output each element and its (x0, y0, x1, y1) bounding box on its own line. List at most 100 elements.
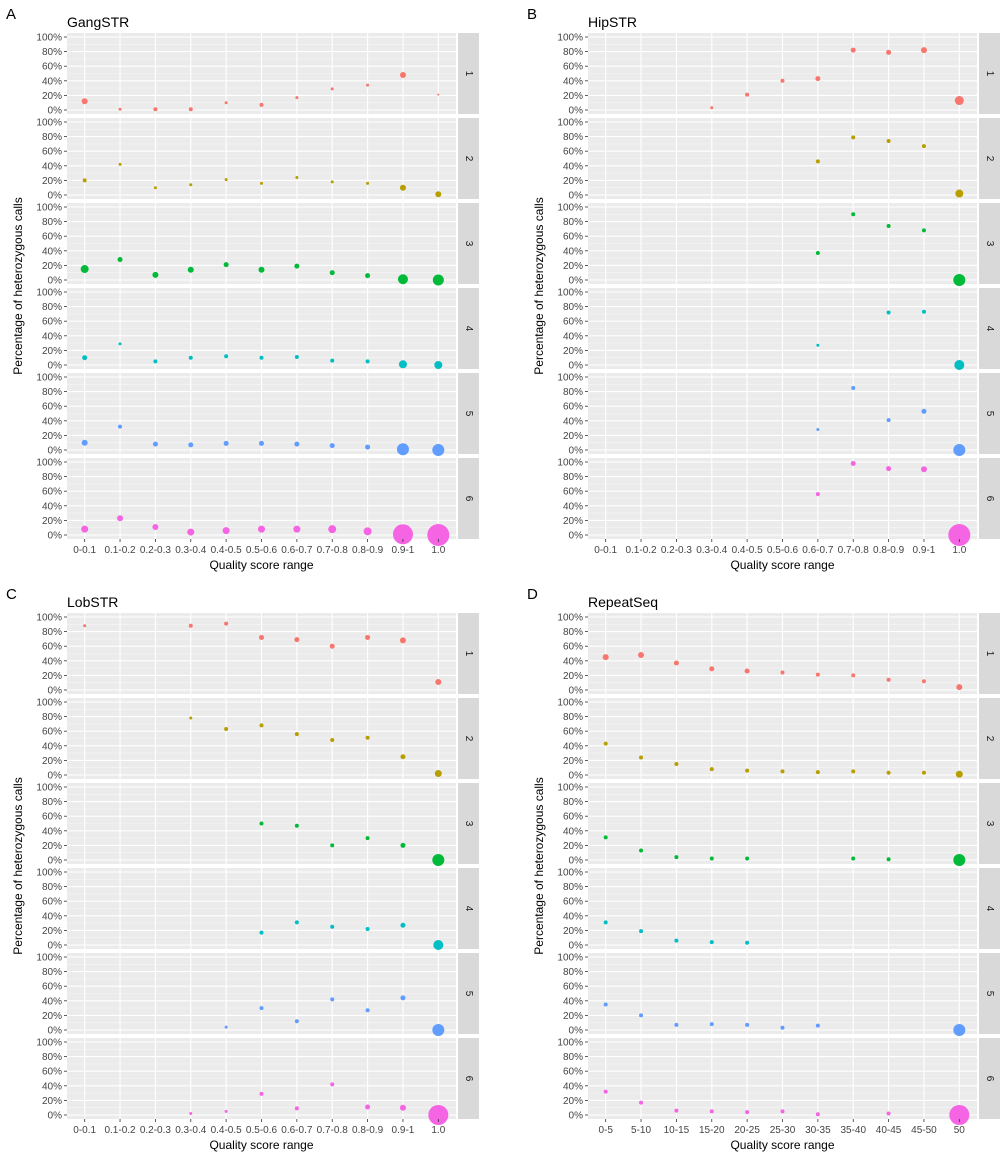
data-point (117, 515, 124, 522)
data-point (294, 1106, 299, 1111)
facet-6: 0% 20% 40% 60% 80% 100% 6 (557, 1038, 1000, 1125)
x-tick-label: 0.6-0.7 (802, 545, 834, 556)
data-point (816, 343, 820, 347)
y-tick-label: 0% (569, 361, 584, 372)
data-point (223, 440, 229, 446)
y-tick-label: 60% (563, 147, 583, 158)
data-point (437, 93, 440, 96)
data-point (850, 460, 856, 466)
data-point (188, 442, 194, 448)
data-point (435, 191, 442, 198)
y-tick-label: 40% (563, 161, 583, 172)
data-point (259, 930, 264, 935)
facet-2: 0% 20% 40% 60% 80% 100% 2 (36, 118, 479, 202)
data-point (745, 1022, 750, 1027)
data-point (948, 524, 971, 546)
x-tick-label: 0.2-0.3 (661, 545, 693, 556)
data-point (224, 727, 229, 732)
x-tick-label: 0-0.1 (73, 545, 96, 556)
data-point (258, 266, 265, 273)
data-point (851, 856, 856, 861)
y-tick-label: 80% (42, 387, 62, 398)
y-tick-label: 20% (42, 756, 62, 767)
facet-1: 0% 20% 40% 60% 80% 100% 1 (36, 613, 479, 697)
facet-2: 0% 20% 40% 60% 80% 100% 2 (557, 118, 1000, 202)
x-tick-label: 0.9-1 (392, 1125, 415, 1136)
y-tick-label: 40% (563, 996, 583, 1007)
x-tick-label: 0.5-0.6 (246, 545, 278, 556)
data-point (780, 670, 785, 675)
data-point (259, 355, 264, 360)
chart-panel-a: A GangSTR0%20%40%60%80%100%10%20%40%60%80… (6, 6, 479, 572)
data-point (363, 527, 372, 536)
data-point (259, 1006, 264, 1011)
y-axis-title: Percentage of heterozygous calls (532, 197, 546, 374)
y-tick-label: 40% (42, 656, 62, 667)
y-tick-label: 80% (42, 797, 62, 808)
x-tick-label: 1.0 (952, 545, 966, 556)
data-point (83, 624, 87, 628)
y-tick-label: 40% (42, 501, 62, 512)
data-point (295, 96, 299, 100)
facet-strip (458, 868, 479, 949)
facet-5: 0% 20% 40% 60% 80% 100% 5 (557, 953, 1000, 1037)
data-point (330, 1082, 335, 1087)
x-tick-label: 0.3-0.4 (696, 545, 728, 556)
data-point (780, 1109, 785, 1114)
data-point (745, 768, 750, 773)
y-tick-label: 100% (36, 953, 62, 964)
x-tick-label: 40-45 (876, 1125, 902, 1136)
y-tick-label: 100% (557, 373, 583, 384)
data-point (432, 854, 445, 866)
y-tick-label: 100% (557, 953, 583, 964)
data-point (330, 87, 334, 91)
data-point (365, 735, 370, 740)
facet-5: 0% 20% 40% 60% 80% 100% 5 (36, 373, 479, 457)
data-point (815, 250, 820, 255)
data-point (954, 96, 964, 106)
facet-strip-label: 4 (984, 326, 995, 332)
data-point (886, 466, 892, 472)
data-point (328, 525, 337, 534)
data-point (365, 1008, 370, 1013)
y-tick-label: 100% (557, 33, 583, 44)
x-tick-label: 0.2-0.3 (140, 1125, 172, 1136)
chart-title: HipSTR (588, 14, 637, 30)
facet-4: 0% 20% 40% 60% 80% 100% 4 (557, 868, 1000, 952)
y-tick-label: 40% (563, 656, 583, 667)
facet-strip (458, 1038, 479, 1119)
data-point (955, 189, 964, 198)
data-point (434, 770, 442, 778)
data-point (638, 651, 645, 658)
facet-1: 0% 20% 40% 60% 80% 100% 1 (36, 33, 479, 117)
facet-strip (458, 953, 479, 1034)
data-point (224, 101, 228, 105)
y-tick-label: 80% (42, 627, 62, 638)
x-tick-label: 0.4-0.5 (732, 545, 764, 556)
facet-4: 0% 20% 40% 60% 80% 100% 4 (557, 288, 1000, 372)
data-point (886, 677, 891, 682)
data-point (118, 162, 122, 166)
facet-6: 0% 20% 40% 60% 80% 100% 6 (36, 1038, 479, 1125)
facet-strip (458, 118, 479, 199)
x-axis-title: Quality score range (730, 1138, 834, 1152)
y-tick-label: 20% (563, 671, 583, 682)
data-point (329, 643, 335, 649)
data-point (886, 49, 892, 55)
facet-strip-label: 5 (984, 991, 995, 997)
facet-strip-label: 6 (463, 496, 474, 502)
y-tick-label: 0% (569, 446, 584, 457)
x-axis-title: Quality score range (209, 1138, 313, 1152)
facet-strip-label: 2 (984, 736, 995, 742)
data-point (709, 1109, 714, 1114)
y-tick-label: 80% (563, 302, 583, 313)
y-tick-label: 60% (563, 812, 583, 823)
y-tick-label: 0% (569, 686, 584, 697)
y-tick-label: 0% (569, 106, 584, 117)
y-tick-label: 100% (557, 458, 583, 469)
x-tick-label: 0.7-0.8 (838, 545, 870, 556)
data-point (639, 929, 644, 934)
y-tick-label: 60% (42, 897, 62, 908)
y-tick-label: 20% (563, 431, 583, 442)
y-tick-label: 20% (42, 841, 62, 852)
